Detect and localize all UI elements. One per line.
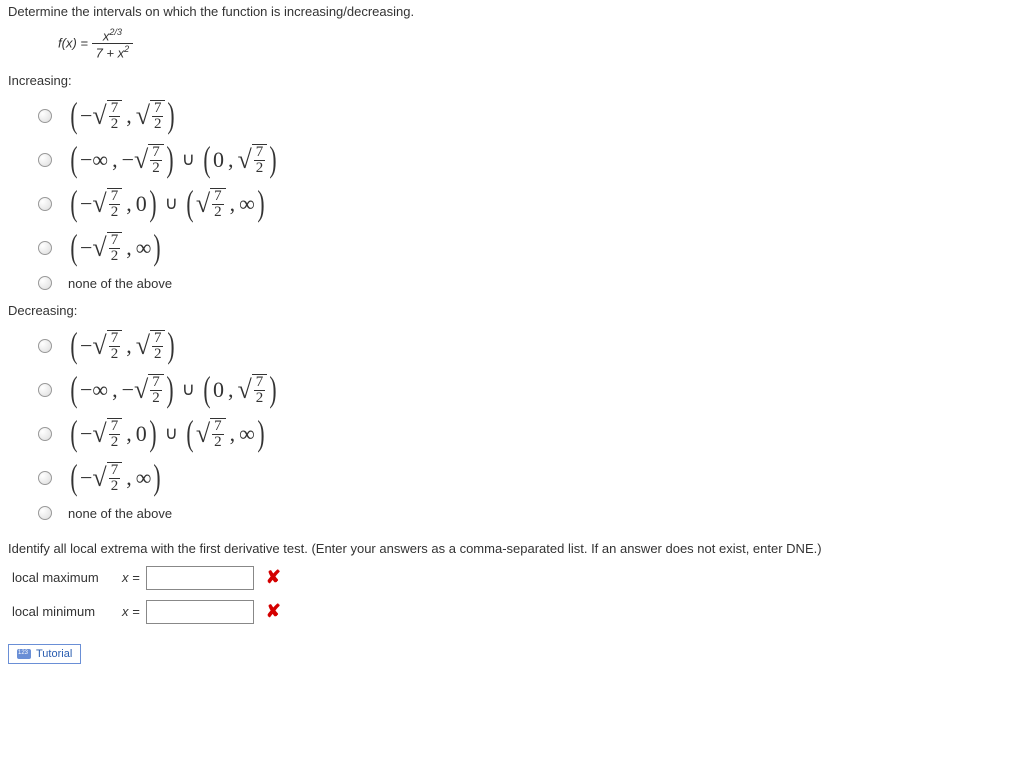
radio-icon	[38, 427, 52, 441]
radio-icon	[38, 153, 52, 167]
local-max-label: local maximum	[12, 570, 122, 585]
dec-option-5[interactable]: none of the above	[38, 506, 1016, 521]
radio-icon	[38, 339, 52, 353]
decreasing-options: ( −√72 , √72 ) ( −∞, −√72 ) ∪ ( 0, √72 )…	[38, 330, 1016, 521]
question-prompt: Determine the intervals on which the fun…	[8, 4, 1016, 19]
radio-icon	[38, 109, 52, 123]
local-min-row: local minimum x = ✘	[12, 600, 1016, 624]
local-max-row: local maximum x = ✘	[12, 566, 1016, 590]
inc-option-3[interactable]: ( −√72 ,0 ) ∪ ( √72 ,∞ )	[38, 188, 1016, 220]
radio-icon	[38, 197, 52, 211]
wrong-icon: ✘	[266, 567, 281, 588]
radio-icon	[38, 506, 52, 520]
fx-lhs: f(x) =	[58, 35, 92, 50]
x-equals: x =	[122, 570, 140, 585]
local-min-input[interactable]	[146, 600, 254, 624]
increasing-label: Increasing:	[8, 73, 1016, 88]
inc-option-5[interactable]: none of the above	[38, 276, 1016, 291]
radio-icon	[38, 383, 52, 397]
function-fraction: x2/3 7 + x2	[92, 27, 134, 61]
none-label: none of the above	[68, 506, 172, 521]
tutorial-label: Tutorial	[36, 648, 72, 660]
dec-option-3[interactable]: ( −√72 ,0 ) ∪ ( √72 ,∞ )	[38, 418, 1016, 450]
local-min-label: local minimum	[12, 604, 122, 619]
function-definition: f(x) = x2/3 7 + x2	[58, 27, 1016, 61]
wrong-icon: ✘	[266, 601, 281, 622]
inc-option-2[interactable]: ( −∞, −√72 ) ∪ ( 0, √72 )	[38, 144, 1016, 176]
increasing-options: ( −√72 , √72 ) ( −∞, −√72 ) ∪ ( 0, √72 )…	[38, 100, 1016, 291]
local-max-input[interactable]	[146, 566, 254, 590]
radio-icon	[38, 471, 52, 485]
tutorial-icon	[17, 649, 31, 659]
x-equals: x =	[122, 604, 140, 619]
extrema-instruction: Identify all local extrema with the firs…	[8, 541, 1016, 556]
radio-icon	[38, 241, 52, 255]
dec-option-1[interactable]: ( −√72 , √72 )	[38, 330, 1016, 362]
inc-option-1[interactable]: ( −√72 , √72 )	[38, 100, 1016, 132]
tutorial-button[interactable]: Tutorial	[8, 644, 81, 664]
radio-icon	[38, 276, 52, 290]
decreasing-label: Decreasing:	[8, 303, 1016, 318]
dec-option-2[interactable]: ( −∞, −√72 ) ∪ ( 0, √72 )	[38, 374, 1016, 406]
none-label: none of the above	[68, 276, 172, 291]
dec-option-4[interactable]: ( −√72 ,∞ )	[38, 462, 1016, 494]
inc-option-4[interactable]: ( −√72 ,∞ )	[38, 232, 1016, 264]
